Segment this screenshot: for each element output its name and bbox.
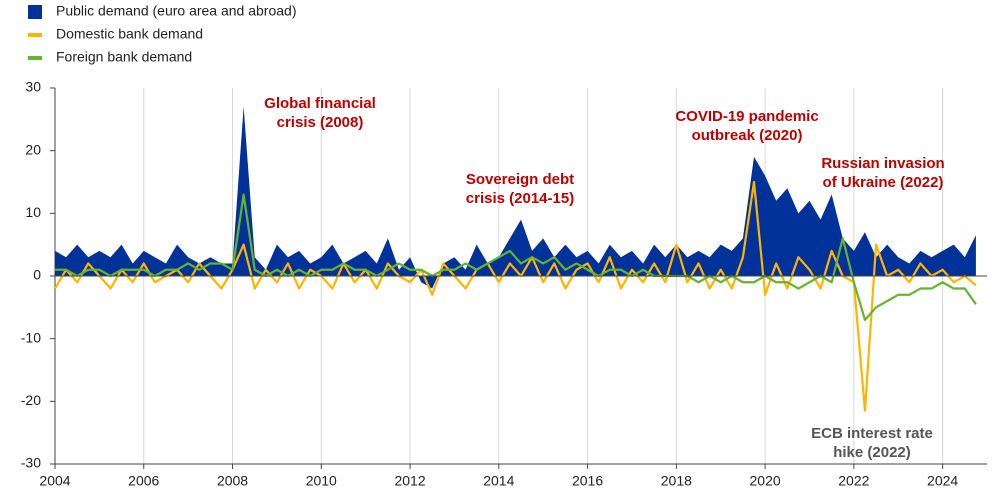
x-tick-label: 2024 [927,473,958,489]
annotation: Sovereign debt [466,171,574,188]
annotation: Global financial [264,95,376,112]
x-tick-label: 2022 [838,473,869,489]
annotation: of Ukraine (2022) [823,174,944,191]
annotation: hike (2022) [833,444,911,461]
x-tick-label: 2014 [483,473,514,489]
x-tick-label: 2006 [128,473,159,489]
x-tick-label: 2008 [217,473,248,489]
y-tick-label: -10 [21,329,41,345]
x-tick-label: 2020 [750,473,781,489]
annotation: Russian invasion [821,155,944,172]
y-tick-label: -30 [21,455,41,471]
x-tick-label: 2010 [306,473,337,489]
annotation: crisis (2008) [277,114,364,131]
line [54,180,977,412]
x-tick-label: 2018 [661,473,692,489]
y-tick-label: 20 [25,141,41,157]
y-tick-label: 10 [25,204,41,220]
annotation: crisis (2014-15) [466,190,574,207]
legend-swatch [28,33,42,37]
y-tick-label: 30 [25,79,41,95]
x-tick-label: 2012 [394,473,425,489]
x-tick-label: 2016 [572,473,603,489]
y-tick-label: -20 [21,392,41,408]
legend-label: Domestic bank demand [56,26,203,42]
legend-label: Public demand (euro area and abroad) [56,3,297,19]
annotation: COVID-19 pandemic [675,108,818,125]
annotation: outbreak (2020) [692,127,803,144]
line [55,193,977,321]
y-tick-label: 0 [33,267,41,283]
x-tick-label: 2004 [39,473,70,489]
legend-swatch [28,5,42,19]
annotation: ECB interest rate [811,425,933,442]
legend-label: Foreign bank demand [56,49,192,65]
legend-swatch [28,56,42,60]
